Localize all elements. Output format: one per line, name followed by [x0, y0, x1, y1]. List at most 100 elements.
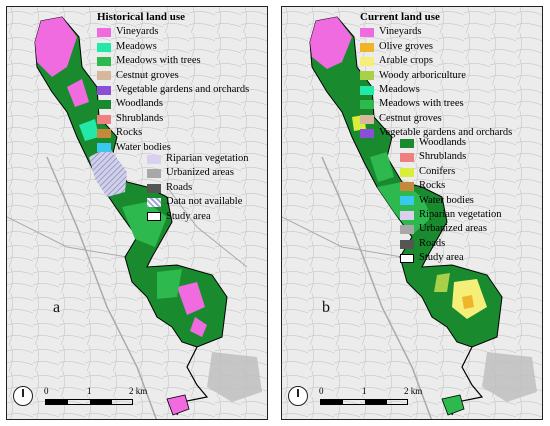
legend-item: Woodlands: [400, 136, 502, 150]
legend-swatch: [400, 210, 414, 220]
legend-swatch: [360, 114, 374, 124]
legend-label: Conifers: [419, 165, 456, 177]
legend-historical-secondary: Riparian vegetation Urbanized areas Roads D…: [147, 152, 249, 224]
legend-item: Meadows with trees: [360, 97, 512, 111]
legend-swatch: [360, 100, 374, 110]
legend-item: Conifers: [400, 165, 502, 179]
legend-swatch: [147, 154, 161, 164]
legend-item: Urbanized areas: [147, 166, 249, 180]
legend-swatch: [97, 100, 111, 110]
legend-label: Olive groves: [379, 40, 433, 52]
legend-label: Riparian vegetation: [419, 209, 502, 221]
map-panel-historical: Historical land use Vineyards Meadows Mead…: [6, 6, 268, 420]
legend-swatch: [360, 28, 374, 38]
legend-label: Rocks: [419, 180, 446, 192]
legend-label: Roads: [419, 237, 446, 249]
legend-swatch: [400, 167, 414, 177]
legend-item: Data not available: [147, 195, 249, 209]
legend-swatch: [97, 85, 111, 95]
legend-item: Woody arboriculture: [360, 69, 512, 83]
legend-swatch: [400, 196, 414, 206]
legend-item: Shrublands: [97, 112, 249, 126]
legend-item: Vineyards: [360, 25, 512, 39]
legend-item: Meadows: [97, 40, 249, 54]
legend-item: Meadows with trees: [97, 54, 249, 68]
legend-swatch: [400, 153, 414, 163]
legend-label: Water bodies: [419, 194, 474, 206]
legend-swatch: [147, 197, 161, 207]
legend-swatch: [97, 71, 111, 81]
scale-tick-0: 0: [319, 386, 324, 396]
legend-item: Riparian vegetation: [147, 152, 249, 166]
legend-swatch: [97, 143, 111, 153]
legend-item: Riparian vegetation: [400, 208, 502, 222]
scale-tick-1: 1: [362, 386, 367, 396]
legend-swatch: [360, 85, 374, 95]
legend-label: Water bodies: [116, 141, 171, 153]
legend-swatch: [400, 138, 414, 148]
legend-item: Shrublands: [400, 150, 502, 164]
study-area-current: [309, 16, 503, 348]
legend-label: Meadows: [116, 40, 157, 52]
legend-label: Vineyards: [116, 26, 159, 38]
legend-label: Rocks: [116, 127, 143, 139]
legend-swatch: [400, 239, 414, 249]
legend-label: Meadows with trees: [379, 98, 464, 110]
legend-label: Vegetable gardens and orchards: [116, 84, 250, 96]
legend-swatch: [360, 128, 374, 138]
legend-label: Meadows: [379, 84, 420, 96]
legend-label: Study area: [419, 252, 464, 264]
legend-title: Current land use: [360, 11, 440, 23]
legend-label: Woodlands: [116, 98, 163, 110]
legend-label: Roads: [166, 181, 193, 193]
legend-swatch: [360, 42, 374, 52]
legend-label: Vineyards: [379, 26, 422, 38]
legend-title: Historical land use: [97, 11, 186, 23]
legend-label: Shrublands: [116, 112, 164, 124]
north-arrow-icon: [13, 386, 33, 406]
legend-label: Arable crops: [379, 55, 433, 67]
legend-item: Woodlands: [97, 97, 249, 111]
legend-item: Olive groves: [360, 40, 512, 54]
legend-swatch: [97, 128, 111, 138]
scale-bar: 0 1 2 km: [13, 381, 173, 411]
legend-label: Cestnut groves: [116, 69, 179, 81]
legend-item: Roads: [147, 181, 249, 195]
legend-label: Urbanized areas: [419, 223, 487, 235]
legend-item: Study area: [147, 210, 249, 224]
legend-swatch: [360, 56, 374, 66]
legend-item: Vegetable gardens and orchards: [97, 83, 249, 97]
legend-swatch: [147, 169, 161, 179]
legend-item: Roads: [400, 237, 502, 251]
legend-label: Study area: [166, 210, 211, 222]
legend-item: Vegetable gardens and orchards: [360, 126, 512, 140]
legend-label: Woodlands: [419, 137, 466, 148]
legend-item: Meadows: [360, 83, 512, 97]
legend-swatch: [400, 225, 414, 235]
scale-bar: 0 1 2 km: [288, 381, 448, 411]
legend-item: Study area: [400, 251, 502, 265]
legend-swatch: [97, 28, 111, 38]
legend-item: Vineyards: [97, 25, 249, 39]
legend-label: Data not available: [166, 196, 243, 208]
legend-label: Woody arboriculture: [379, 69, 466, 81]
scale-tick-0: 0: [44, 386, 49, 396]
legend-swatch: [400, 181, 414, 191]
legend-item: Rocks: [97, 126, 249, 140]
legend-label: Urbanized areas: [166, 167, 234, 179]
legend-item: Rocks: [400, 179, 502, 193]
scale-tick-1: 1: [87, 386, 92, 396]
legend-item: Cestnut groves: [360, 112, 512, 126]
legend-swatch: [147, 183, 161, 193]
legend-current-secondary: Woodlands Shrublands Conifers Rocks Water bo…: [400, 136, 502, 266]
legend-historical: Historical land use Vineyards Meadows Mead…: [97, 10, 249, 155]
legend-label: Vegetable gardens and orchards: [379, 127, 513, 139]
scale-tick-2: 2 km: [129, 386, 148, 396]
basemap-historical: [7, 7, 267, 419]
legend-current: Current land use Vineyards Olive groves Ar…: [360, 10, 512, 141]
legend-item: Urbanized areas: [400, 222, 502, 236]
map-panel-current: Current land use Vineyards Olive groves Ar…: [281, 6, 543, 420]
legend-swatch: [360, 71, 374, 81]
legend-swatch: [400, 253, 414, 263]
legend-swatch: [147, 212, 161, 222]
